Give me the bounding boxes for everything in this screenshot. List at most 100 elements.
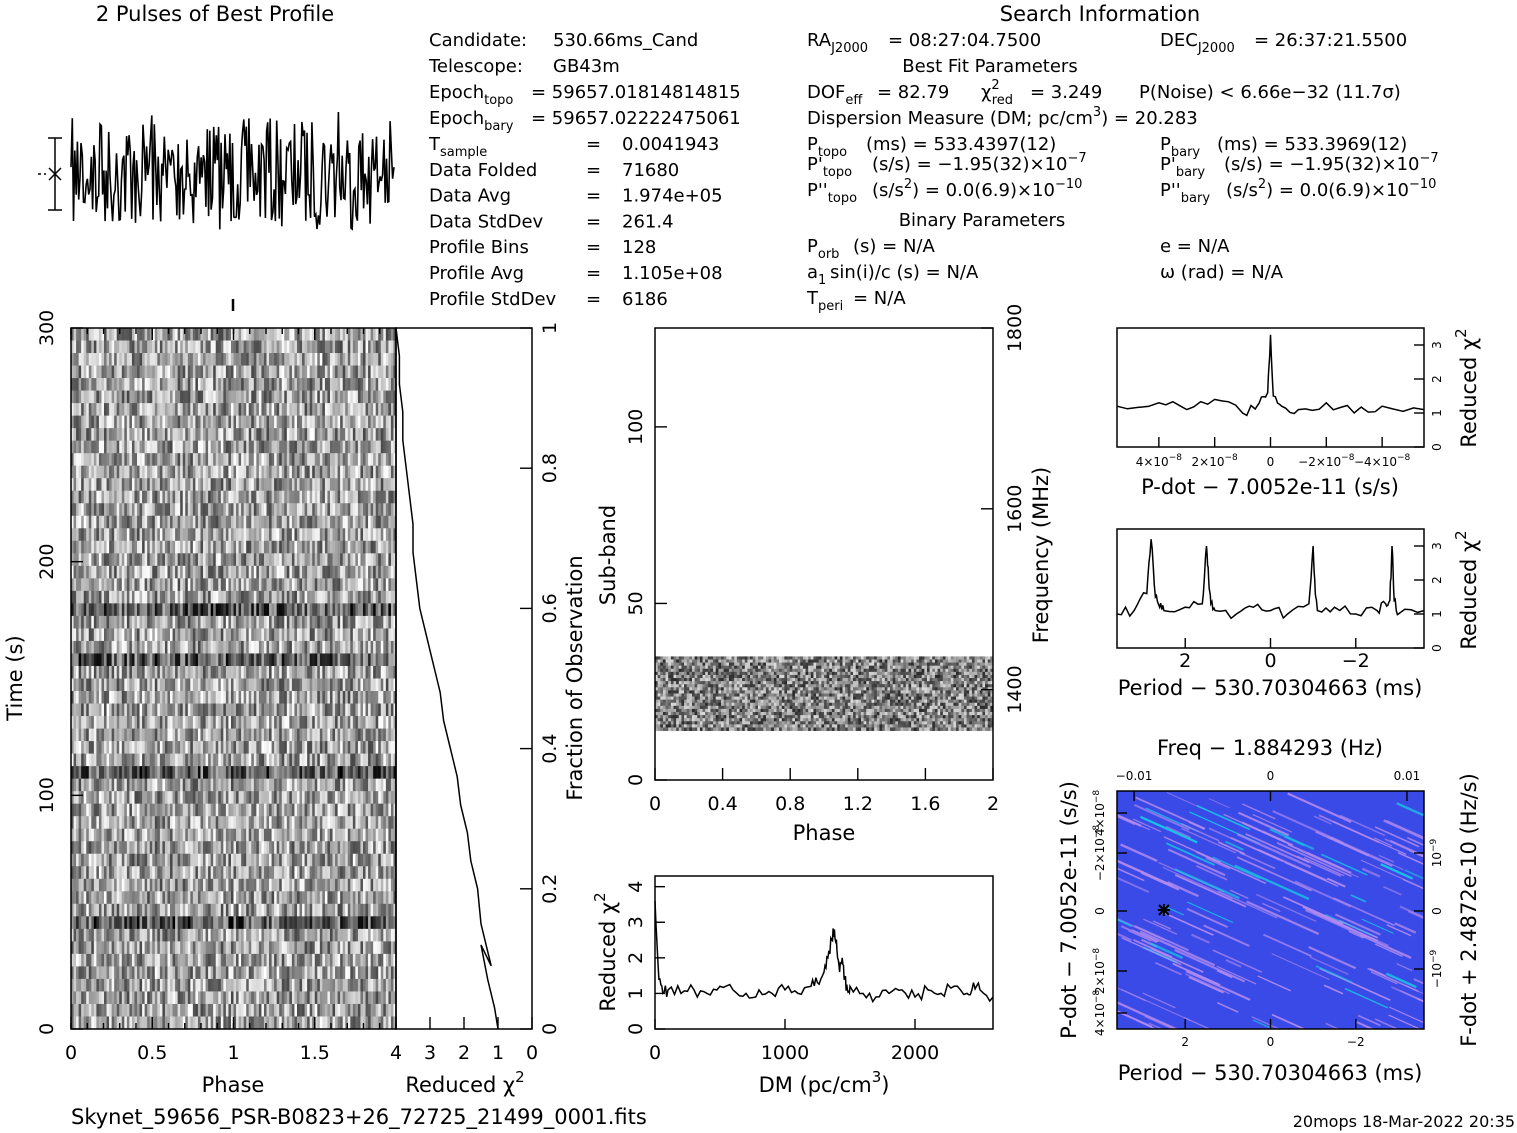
subband-frame bbox=[654, 327, 994, 781]
pdot-ticks: 4×10−8 2×10−8 0 −2×10−8 −4×10−8 0 1 2 3 bbox=[1136, 341, 1444, 469]
x-tick-label: 2 bbox=[1179, 650, 1191, 672]
dec-label: DECJ2000 bbox=[1160, 30, 1235, 56]
pdot-ylabel: Reduced χ2 bbox=[1452, 328, 1481, 447]
stat-value: 71680 bbox=[622, 160, 679, 181]
best-fit-title: Best Fit Parameters bbox=[902, 56, 1077, 77]
y2-tick-label: 1400 bbox=[1004, 665, 1026, 713]
pddot-bary-value: (s/s2) = 0.0(6.9)×10−10 bbox=[1226, 177, 1436, 201]
x-tick-label: −2 bbox=[1347, 1035, 1365, 1049]
profile-title: 2 Pulses of Best Profile bbox=[96, 2, 334, 26]
period-panel: 2 0 −2 0 1 2 3 Period − 530.70304663 (ms) Redu… bbox=[1116, 528, 1481, 700]
epoch-topo-value: = 59657.01814814815 bbox=[531, 82, 741, 103]
y-tick-label: 0 bbox=[625, 1023, 647, 1035]
x2-tick-label: 0.01 bbox=[1394, 769, 1421, 783]
y2-tick-label: −10−9 bbox=[1429, 949, 1444, 988]
stat-label: Profile Avg bbox=[429, 263, 524, 284]
time-phase-ylabel: Time (s) bbox=[3, 635, 27, 721]
p-noise: P(Noise) < 6.66e−32 (11.7σ) bbox=[1139, 82, 1401, 103]
subband-heatmap bbox=[655, 656, 994, 731]
stat-value: 6186 bbox=[622, 289, 668, 310]
p-bary-value: (ms) = 533.3969(12) bbox=[1217, 134, 1407, 155]
fold-statistics: Tsample = 0.0041943 Data Folded = 71680 Data A… bbox=[428, 134, 723, 310]
stat-value: 1.974e+05 bbox=[622, 186, 723, 207]
pddot-bary-label: P''bary bbox=[1160, 180, 1210, 206]
x-tick-label: 1.2 bbox=[843, 793, 873, 815]
chi-fraction-ticks: 4 3 2 1 000.20.40.60.81 bbox=[390, 322, 561, 1064]
x2-tick-label: 0 bbox=[1267, 769, 1275, 783]
stat-value: 128 bbox=[622, 237, 656, 258]
time-phase-panel: 0 0.5 1 1.5 0 100 200 300 Phase Time (s) bbox=[3, 299, 397, 1097]
pdot-xlabel: P-dot − 7.0052e-11 (s/s) bbox=[1141, 475, 1399, 499]
chi-fraction-panel: 4 3 2 1 000.20.40.60.81 Reduced χ2 Fraction … bbox=[390, 322, 587, 1097]
x-tick-label: 2 bbox=[458, 1042, 470, 1064]
y2-tick-label: 1800 bbox=[1004, 304, 1026, 352]
y2-tick-label: 10−9 bbox=[1429, 838, 1444, 867]
stat-value: 0.0041943 bbox=[622, 134, 719, 155]
a1-label: a1 bbox=[807, 262, 826, 288]
candidate-value: 530.66ms_Cand bbox=[553, 30, 698, 51]
stat-label: Tsample bbox=[428, 134, 487, 160]
period-ticks: 2 0 −2 0 1 2 3 bbox=[1179, 542, 1444, 672]
y-tick-label: −2×10−8 bbox=[1092, 825, 1107, 882]
dm-line bbox=[654, 900, 994, 1004]
y-tick-label: 3 bbox=[1430, 542, 1444, 550]
y-tick-label: 1 bbox=[1430, 610, 1444, 618]
y-tick-label: 4×10−8 bbox=[1092, 990, 1107, 1037]
stat-eq: = bbox=[586, 186, 601, 207]
dm-ylabel: Reduced χ2 bbox=[591, 892, 620, 1011]
y-tick-label: 2 bbox=[1430, 576, 1444, 584]
period-ylabel: Reduced χ2 bbox=[1452, 530, 1481, 649]
stat-label: Data Folded bbox=[429, 160, 537, 181]
y-tick-label: 0 bbox=[1430, 443, 1444, 451]
tperi-value: = N/A bbox=[853, 288, 906, 309]
x-tick-label: −4×10−8 bbox=[1354, 453, 1411, 469]
x-tick-label: 1 bbox=[227, 1042, 239, 1064]
y2-tick-label: 0 bbox=[1430, 907, 1444, 915]
p-pdot-ticks: 2 0 −2−0.01 0 0.014×10−8−2×10−802×10−84×10−8… bbox=[1092, 769, 1444, 1049]
p-pdot-panel: Freq − 1.884293 (Hz) 2 0 −2 −0.01 0 0.01 4×10−… bbox=[1057, 736, 1481, 1085]
dm-label: Dispersion Measure (DM; pc/cm3) = 20.283 bbox=[807, 105, 1198, 129]
binary-title: Binary Parameters bbox=[899, 210, 1066, 231]
x-tick-label: 0.8 bbox=[775, 793, 805, 815]
e-value: e = N/A bbox=[1160, 236, 1230, 257]
stat-eq: = bbox=[586, 160, 601, 181]
stat-label: Data StdDev bbox=[429, 211, 544, 232]
x-tick-label: 3 bbox=[424, 1042, 436, 1064]
subband-panel: 0 0.4 0.8 1.2 1.6 2 0 50 100 1400 1600 1800 Phase S… bbox=[596, 304, 1053, 845]
y-tick-label: 2 bbox=[625, 952, 647, 964]
chi-label: χ2 red bbox=[981, 78, 1013, 108]
porb-value: (s) = N/A bbox=[853, 236, 935, 257]
y-tick-label: 0.4 bbox=[539, 733, 561, 763]
chi-fraction-frame bbox=[395, 327, 533, 1030]
best-fit-marker bbox=[1157, 904, 1170, 916]
y-tick-label: 4×10−8 bbox=[1092, 790, 1107, 837]
fits-filename: Skynet_59656_PSR-B0823+26_72725_21499_00… bbox=[71, 1105, 647, 1130]
tperi-label: Tperi bbox=[806, 288, 843, 314]
dm-ticks: 0 1000 2000 0 1 2 3 4 bbox=[625, 881, 939, 1064]
chi-fraction-xlabel: Reduced χ2 bbox=[405, 1068, 524, 1097]
dm-panel: 0 1000 2000 0 1 2 3 4 DM (pc/cm3) Reduced χ2 bbox=[591, 875, 994, 1097]
epoch-bary-value: = 59657.02222475061 bbox=[531, 108, 741, 129]
x-tick-label: 2 bbox=[987, 793, 999, 815]
stat-label: Profile StdDev bbox=[429, 289, 557, 310]
y-tick-label: 0 bbox=[1093, 907, 1107, 915]
stat-eq: = bbox=[586, 237, 601, 258]
x-tick-label: −2×10−8 bbox=[1298, 453, 1355, 469]
y2-tick-label: 1600 bbox=[1004, 485, 1026, 533]
x-tick-label: 2000 bbox=[891, 1042, 939, 1064]
p-bary-label: Pbary bbox=[1160, 134, 1200, 160]
x-tick-label: 0 bbox=[649, 793, 661, 815]
y-tick-label: 1 bbox=[1430, 409, 1444, 417]
y-tick-label: 2×10−8 bbox=[1092, 948, 1107, 995]
y-tick-label: 100 bbox=[625, 409, 647, 445]
profile-panel: 2 Pulses of Best Profile bbox=[38, 2, 395, 231]
y-tick-label: 4 bbox=[625, 881, 647, 893]
stat-value: 1.105e+08 bbox=[622, 263, 723, 284]
stat-value: 261.4 bbox=[622, 211, 674, 232]
epoch-topo-label: Epochtopo bbox=[429, 82, 513, 108]
pdot-line bbox=[1116, 334, 1425, 417]
period-frame bbox=[1116, 528, 1425, 649]
p-pdot-xlabel: Period − 530.70304663 (ms) bbox=[1118, 1061, 1423, 1085]
y-tick-label: 3 bbox=[625, 916, 647, 928]
profile-errorbar bbox=[38, 137, 62, 211]
